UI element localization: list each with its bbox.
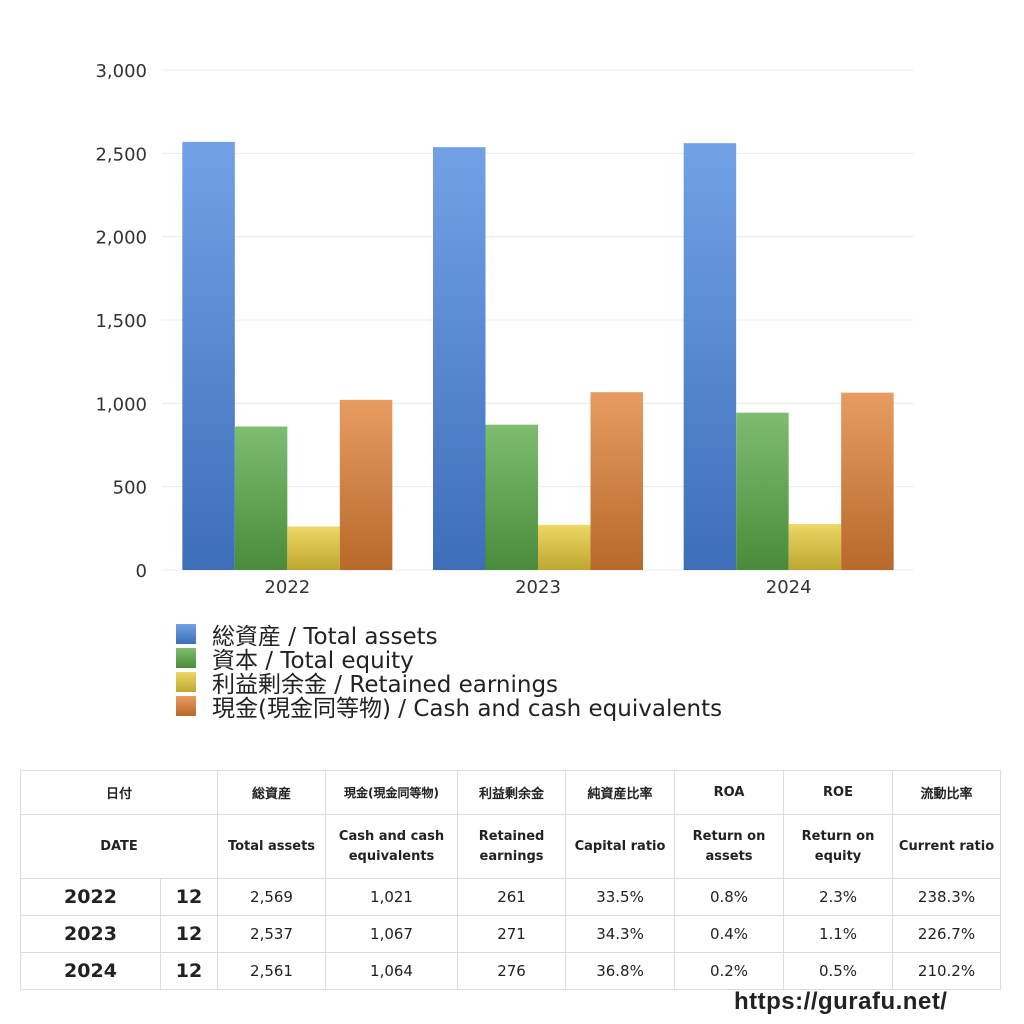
legend-item-total-equity: 資本 / Total equity — [176, 646, 722, 674]
cell-capital-ratio: 33.5% — [565, 878, 676, 916]
legend-label: 利益剰余金 / Retained earnings — [212, 672, 559, 698]
x-tick-label: 2022 — [264, 577, 310, 598]
bar — [182, 141, 235, 571]
legend-swatch — [176, 672, 196, 692]
cell-roa: 0.4% — [674, 915, 785, 953]
header-date-jp: 日付 — [19, 770, 219, 815]
header-retained-en: Retained earnings — [457, 814, 567, 879]
chart-area: 0 500 1,000 1,500 2,000 2,500 3,000 2022 2023 202… — [95, 61, 914, 598]
table-row: 2024 12 2,561 1,064 276 36.8% 0.2% 0.5% … — [20, 952, 1002, 990]
header-current-ratio-en: Current ratio — [892, 814, 1002, 879]
table-header-jp: 日付 総資産 現金(現金同等物) 利益剰余金 純資産比率 ROA ROE 流動比… — [19, 770, 1002, 815]
axis-labels: 0 500 1,000 1,500 2,000 2,500 3,000 2022 2023 202… — [95, 61, 811, 598]
cell-roa: 0.2% — [674, 952, 785, 990]
row-month: 12 — [159, 915, 219, 953]
cell-current-ratio: 226.7% — [892, 915, 1002, 953]
bar — [841, 392, 894, 570]
x-tick-label: 2024 — [766, 577, 812, 598]
cell-cash: 1,021 — [325, 878, 459, 916]
bar — [683, 143, 737, 570]
row-year: 2024 — [20, 952, 161, 990]
cell-total-assets: 2,537 — [217, 915, 327, 953]
legend-item-cash: 現金(現金同等物) / Cash and cash equivalents — [176, 694, 722, 722]
cell-current-ratio: 210.2% — [892, 952, 1002, 990]
site-url[interactable]: https://gurafu.net/ — [734, 988, 948, 1015]
bar — [590, 392, 643, 570]
header-date-en: DATE — [19, 814, 219, 879]
bar — [234, 426, 288, 570]
y-tick-label: 2,500 — [95, 144, 147, 165]
bar — [433, 147, 486, 570]
cell-retained: 271 — [457, 915, 567, 953]
cell-cash: 1,067 — [325, 915, 459, 953]
legend-label: 現金(現金同等物) / Cash and cash equivalents — [212, 696, 723, 722]
legend: 総資産 / Total assets 資本 / Total equity 利益剰… — [176, 622, 722, 722]
bar — [788, 524, 842, 570]
table-row: 2022 12 2,569 1,021 261 33.5% 0.8% 2.3% … — [20, 878, 1002, 916]
table-header-en: DATE Total assets Cash and cash equivalen… — [19, 814, 1002, 879]
table-row: 2023 12 2,537 1,067 271 34.3% 0.4% 1.1% … — [20, 915, 1002, 953]
cell-total-assets: 2,561 — [217, 952, 327, 990]
bar — [287, 526, 340, 570]
y-tick-label: 0 — [136, 561, 147, 582]
bars — [182, 141, 894, 571]
cell-cash: 1,064 — [325, 952, 459, 990]
row-year: 2022 — [20, 878, 161, 916]
cell-roe: 2.3% — [783, 878, 894, 916]
bar-chart: 0 500 1,000 1,500 2,000 2,500 3,000 2022 2023 202… — [95, 61, 914, 598]
header-total-assets-jp: 総資産 — [217, 770, 327, 815]
legend-swatch — [176, 624, 196, 644]
row-month: 12 — [159, 878, 219, 916]
header-roa-jp: ROA — [674, 770, 785, 815]
y-tick-label: 1,000 — [95, 394, 147, 415]
legend-swatch — [176, 648, 196, 668]
legend-item-total-assets: 総資産 / Total assets — [176, 622, 722, 650]
financial-data-table: 日付 総資産 現金(現金同等物) 利益剰余金 純資産比率 ROA ROE 流動比… — [19, 770, 1002, 990]
y-tick-label: 3,000 — [95, 61, 147, 82]
legend-label: 総資産 / Total assets — [212, 624, 438, 650]
bar — [538, 524, 591, 570]
x-tick-label: 2023 — [515, 577, 561, 598]
header-capital-ratio-jp: 純資産比率 — [565, 770, 676, 815]
header-current-ratio-jp: 流動比率 — [892, 770, 1002, 815]
cell-roe: 1.1% — [783, 915, 894, 953]
bar — [339, 399, 393, 570]
cell-roe: 0.5% — [783, 952, 894, 990]
header-retained-jp: 利益剰余金 — [457, 770, 567, 815]
row-month: 12 — [159, 952, 219, 990]
cell-capital-ratio: 36.8% — [565, 952, 676, 990]
cell-roa: 0.8% — [674, 878, 785, 916]
cell-capital-ratio: 34.3% — [565, 915, 676, 953]
legend-swatch — [176, 696, 196, 716]
header-total-assets-en: Total assets — [217, 814, 327, 879]
header-roe-jp: ROE — [783, 770, 894, 815]
y-tick-label: 500 — [113, 478, 147, 499]
y-tick-label: 2,000 — [95, 228, 147, 249]
header-capital-ratio-en: Capital ratio — [565, 814, 676, 879]
cell-current-ratio: 238.3% — [892, 878, 1002, 916]
header-roa-en: Return on assets — [674, 814, 785, 879]
header-cash-en: Cash and cash equivalents — [325, 814, 459, 879]
legend-item-retained-earnings: 利益剰余金 / Retained earnings — [176, 670, 722, 698]
cell-retained: 276 — [457, 952, 567, 990]
cell-retained: 261 — [457, 878, 567, 916]
row-year: 2023 — [20, 915, 161, 953]
grid-lines — [162, 69, 914, 571]
cell-total-assets: 2,569 — [217, 878, 327, 916]
bar — [736, 412, 789, 570]
legend-label: 資本 / Total equity — [212, 648, 414, 674]
bar — [485, 424, 538, 570]
header-cash-jp: 現金(現金同等物) — [325, 770, 459, 815]
header-roe-en: Return on equity — [783, 814, 894, 879]
y-tick-label: 1,500 — [95, 311, 147, 332]
